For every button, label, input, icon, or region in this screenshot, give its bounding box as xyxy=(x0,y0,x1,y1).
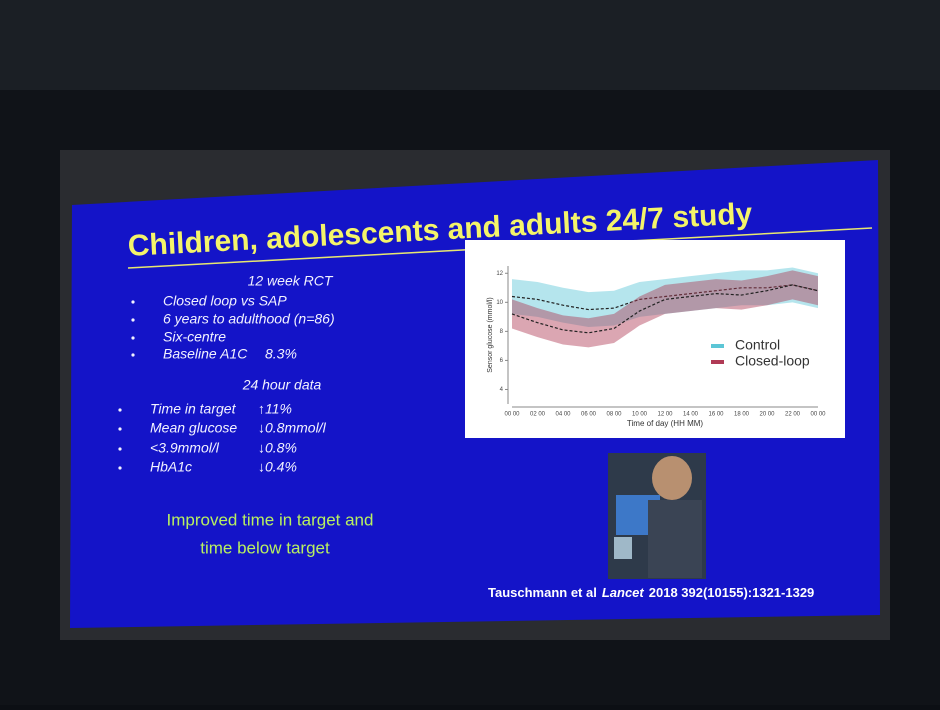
x-tick-label: 12 00 xyxy=(657,412,673,418)
x-tick-label: 20 00 xyxy=(759,412,775,418)
legend-label: Closed-loop xyxy=(735,353,810,369)
x-tick-label: 00 00 xyxy=(504,412,520,418)
y-tick-label: 10 xyxy=(496,300,503,306)
bullet xyxy=(118,408,122,412)
row-label: Closed loop vs SAP xyxy=(163,293,287,309)
row-label: Baseline A1C xyxy=(163,346,248,362)
x-tick-label: 08 00 xyxy=(606,412,622,418)
x-tick-label: 22 00 xyxy=(785,412,801,418)
y-tick-label: 8 xyxy=(500,329,504,335)
conclusion-line: Improved time in target and xyxy=(167,510,374,529)
row-value: ↓0.8mmol/l xyxy=(258,420,327,436)
bullet xyxy=(118,427,122,431)
citation-journal: Lancet xyxy=(602,585,645,600)
bullet xyxy=(131,300,135,304)
bullet xyxy=(118,447,122,451)
bullet xyxy=(131,318,135,322)
conclusion-line: time below target xyxy=(200,538,330,557)
x-tick-label: 10 00 xyxy=(632,412,648,418)
row-label: <3.9mmol/l xyxy=(150,440,220,456)
bullet xyxy=(131,353,135,357)
y-tick-label: 6 xyxy=(500,358,504,364)
x-tick-label: 04 00 xyxy=(555,412,571,418)
row-value: ↓0.4% xyxy=(258,459,297,475)
band xyxy=(512,270,818,348)
photo-head xyxy=(652,456,692,500)
row-value: ↓0.8% xyxy=(258,440,297,456)
x-tick-label: 02 00 xyxy=(530,412,546,418)
citation-details: 2018 392(10155):1321-1329 xyxy=(649,585,815,600)
row-value: ↑11% xyxy=(258,401,292,417)
ceiling xyxy=(0,0,940,90)
bullet xyxy=(131,336,135,340)
photo-body xyxy=(648,500,702,578)
line xyxy=(511,284,819,334)
row-label: Six-centre xyxy=(163,329,226,345)
row-label: Time in target xyxy=(150,401,237,417)
x-tick-label: 18 00 xyxy=(734,412,750,418)
x-tick-label: 14 00 xyxy=(683,412,699,418)
row-label: Mean glucose xyxy=(150,420,237,436)
legend-label: Control xyxy=(735,337,780,353)
photo-device xyxy=(614,537,632,559)
section-heading: 24 hour data xyxy=(242,377,322,393)
row-value: 8.3% xyxy=(265,346,297,362)
citation: Tauschmann et al Lancet 2018 392(10155):13… xyxy=(488,585,814,600)
citation-authors: Tauschmann et al xyxy=(488,585,597,600)
chart-panel xyxy=(465,240,845,438)
y-axis-label: Sensor glucose (mmol/l) xyxy=(487,297,494,372)
chart: 4 6 8 10 12 00 00 02 00 04 00 06 00 08 00 10 00 12 … xyxy=(487,266,826,428)
x-tick-label: 00 00 xyxy=(810,412,826,418)
row-label: HbA1c xyxy=(150,459,192,475)
line xyxy=(511,284,819,311)
row-label: 6 years to adulthood (n=86) xyxy=(163,311,335,327)
x-tick-label: 16 00 xyxy=(708,412,724,418)
y-tick-label: 12 xyxy=(496,271,503,277)
x-axis-label: Time of day (HH MM) xyxy=(627,419,703,428)
section-heading: 12 week RCT xyxy=(248,273,334,289)
bullet xyxy=(118,466,122,470)
y-tick-label: 4 xyxy=(500,387,504,393)
x-tick-label: 06 00 xyxy=(581,412,597,418)
photo xyxy=(608,453,706,579)
band xyxy=(512,267,818,328)
